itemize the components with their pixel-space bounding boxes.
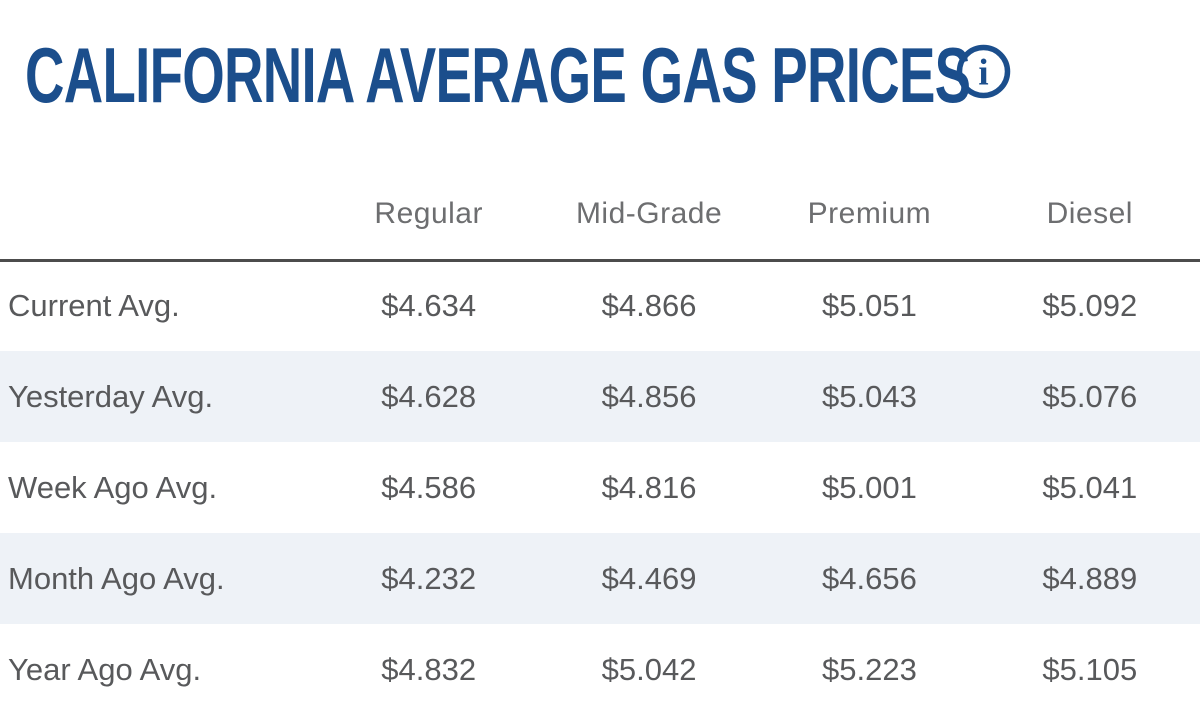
row-label: Yesterday Avg.	[8, 378, 214, 414]
price-cell: $5.051	[822, 288, 917, 324]
price-cell: $4.628	[381, 378, 477, 414]
price-cell: $5.043	[822, 378, 917, 414]
info-icon: i	[955, 44, 1012, 103]
price-cell: $5.042	[601, 651, 697, 687]
row-label: Year Ago Avg.	[8, 651, 202, 687]
page-header: CALIFORNIA AVERAGE GAS PRICES i	[0, 0, 1200, 124]
page-title-container: CALIFORNIA AVERAGE GAS PRICES	[25, 36, 971, 114]
gas-prices-table: Regular Mid-Grade Premium Diesel Current…	[0, 170, 1200, 715]
price-cell: $4.586	[381, 469, 477, 505]
price-cell: $5.092	[1042, 288, 1138, 324]
table-row-week-ago-avg: Week Ago Avg. $4.586 $4.816 $5.001 $5.04…	[0, 442, 1200, 533]
table-body: Current Avg. $4.634 $4.866 $5.051 $5.092…	[0, 260, 1200, 715]
header-cell-midgrade: Mid-Grade	[575, 197, 723, 231]
svg-text:i: i	[978, 53, 988, 94]
table-row-month-ago-avg: Month Ago Avg. $4.232 $4.469 $4.656 $4.8…	[0, 533, 1200, 624]
header-cell-premium: Premium	[807, 197, 932, 231]
price-cell: $4.832	[381, 651, 477, 687]
price-cell: $5.223	[822, 651, 917, 687]
price-cell: $4.469	[601, 560, 697, 596]
table-row-year-ago-avg: Year Ago Avg. $4.832 $5.042 $5.223 $5.10…	[0, 624, 1200, 715]
header-cell-diesel: Diesel	[1046, 197, 1133, 231]
price-cell: $4.816	[601, 469, 697, 505]
price-cell: $4.856	[601, 378, 697, 414]
info-button[interactable]: i	[955, 43, 1012, 103]
header-cell-empty	[0, 170, 319, 260]
row-label: Week Ago Avg.	[8, 469, 218, 505]
price-cell: $4.866	[601, 288, 697, 324]
price-cell: $5.041	[1042, 469, 1138, 505]
price-cell: $4.656	[822, 560, 917, 596]
price-cell: $5.105	[1042, 651, 1138, 687]
price-cell: $4.232	[381, 560, 477, 596]
header-row: Regular Mid-Grade Premium Diesel	[0, 170, 1200, 260]
page-title: CALIFORNIA AVERAGE GAS PRICES	[25, 31, 971, 119]
table-header: Regular Mid-Grade Premium Diesel	[0, 170, 1200, 260]
price-cell: $5.076	[1042, 378, 1138, 414]
row-label: Month Ago Avg.	[8, 560, 225, 596]
price-cell: $4.634	[381, 288, 477, 324]
header-cell-regular: Regular	[374, 197, 483, 231]
price-cell: $5.001	[822, 469, 917, 505]
table-row-yesterday-avg: Yesterday Avg. $4.628 $4.856 $5.043 $5.0…	[0, 351, 1200, 442]
price-cell: $4.889	[1042, 560, 1138, 596]
row-label: Current Avg.	[8, 288, 180, 324]
table-row-current-avg: Current Avg. $4.634 $4.866 $5.051 $5.092	[0, 260, 1200, 351]
